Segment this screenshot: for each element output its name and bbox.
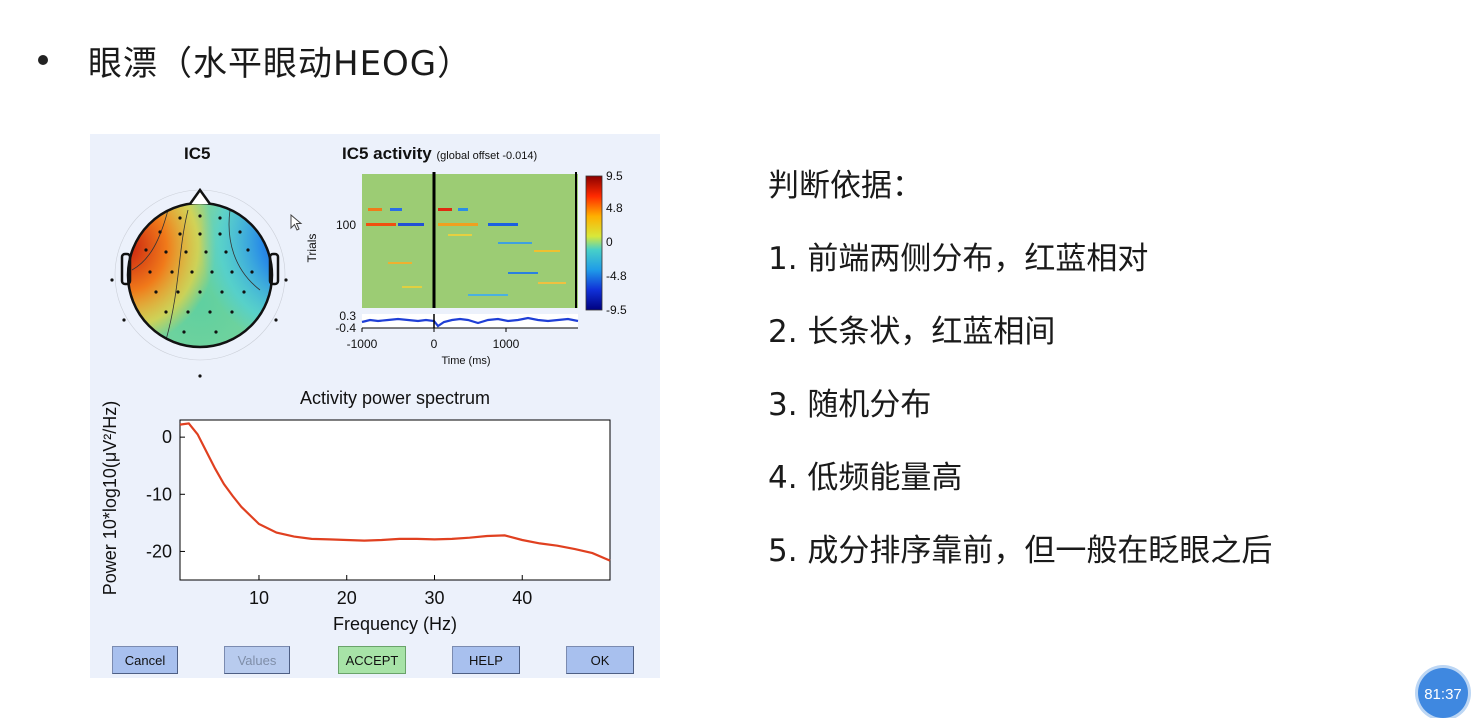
spectrum-xtick-label-4: 40 — [512, 588, 532, 608]
accept-button[interactable]: ACCEPT — [338, 646, 406, 674]
spectrum-title: Activity power spectrum — [300, 388, 490, 408]
erp-heatmap-streaks — [366, 208, 566, 296]
spectrum-ytick-label-2: -10 — [146, 484, 172, 504]
cbar-tick-4: -4.8 — [606, 269, 627, 283]
spectrum-xtick-label-3: 30 — [424, 588, 444, 608]
spectrum-xlabel: Frequency (Hz) — [333, 614, 457, 634]
spectrum-ytick-label-3: -20 — [146, 541, 172, 561]
erp-tick-bottom: -0.4 — [335, 321, 356, 335]
spectrum-plot-area — [179, 419, 611, 581]
colorbar — [585, 175, 603, 311]
values-button[interactable]: Values — [224, 646, 290, 674]
cbar-tick-2: 4.8 — [606, 201, 623, 215]
headline-text: 眼漂（水平眼动HEOG） — [88, 43, 473, 84]
criteria-item-4: 4. 低频能量高 — [768, 460, 963, 496]
criteria-item-2: 2. 长条状，红蓝相间 — [768, 314, 1056, 350]
criteria-item-1: 1. 前端两侧分布，红蓝相对 — [768, 241, 1149, 277]
spectrum-ylabel: Power 10*log10(μV²/Hz) — [100, 401, 120, 595]
erp-tick-top: 0.3 — [339, 309, 356, 323]
erp-xtick-1: -1000 — [347, 337, 378, 351]
spectrum-xtick-label-1: 10 — [249, 588, 269, 608]
mouse-cursor-icon — [290, 214, 303, 231]
criteria-panel: 判断依据： 1. 前端两侧分布，红蓝相对 2. 长条状，红蓝相间 3. 随机分布… — [768, 150, 1272, 588]
cbar-tick-1: 9.5 — [606, 169, 623, 183]
slide-headline: 眼漂（水平眼动HEOG） — [38, 34, 472, 86]
erp-average-trace — [361, 316, 579, 328]
eeg-component-window: IC5 IC5 activity (global offset -0.014) — [90, 134, 660, 678]
cbar-tick-3: 0 — [606, 235, 613, 249]
activity-title-text: IC5 activity — [342, 144, 432, 163]
cbar-tick-5: -9.5 — [606, 303, 627, 317]
spectrum-y-ticks: 0 -10 -20 — [146, 427, 185, 561]
erp-xlabel: Time (ms) — [441, 355, 490, 367]
criteria-item-5: 5. 成分排序靠前，但一般在眨眼之后 — [768, 533, 1273, 569]
criteria-item-3: 3. 随机分布 — [768, 387, 932, 423]
cancel-button[interactable]: Cancel — [112, 646, 178, 674]
power-spectrum-chart: Activity power spectrum 0 -10 -20 10 20 30 40… — [100, 388, 611, 634]
spectrum-x-ticks: 10 20 30 40 — [249, 575, 532, 608]
activity-subtitle: (global offset -0.014) — [436, 150, 538, 162]
help-button[interactable]: HELP — [452, 646, 520, 674]
erp-image-plot: Trials 100 0.3 -0.4 -1000 0 1000 Time (m… — [305, 169, 627, 367]
topo-title: IC5 — [184, 144, 211, 163]
criteria-title: 判断依据： — [768, 168, 923, 204]
timer-badge[interactable]: 81:37 — [1418, 668, 1468, 718]
activity-title: IC5 activity (global offset -0.014) — [342, 144, 537, 164]
spectrum-line — [179, 422, 611, 562]
ok-button[interactable]: OK — [566, 646, 634, 674]
bullet-dot-icon — [38, 55, 48, 65]
spectrum-ytick-label-1: 0 — [162, 427, 172, 447]
scalp-topography-map — [110, 187, 288, 378]
spectrum-xtick-label-2: 20 — [337, 588, 357, 608]
erp-ylabel: Trials — [305, 234, 319, 263]
erp-ytick: 100 — [336, 218, 356, 232]
erp-xtick-2: 0 — [431, 337, 438, 351]
erp-xtick-3: 1000 — [493, 337, 520, 351]
electrode-dots — [110, 214, 288, 378]
